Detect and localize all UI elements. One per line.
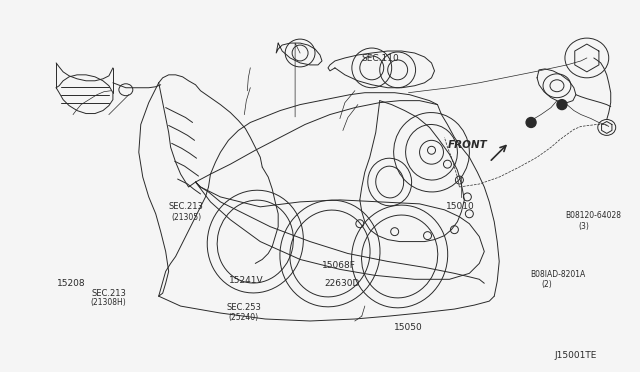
- Text: B08120-64028: B08120-64028: [565, 211, 621, 220]
- Text: 15208: 15208: [57, 279, 86, 288]
- Text: 15241V: 15241V: [229, 276, 264, 285]
- Text: FRONT: FRONT: [447, 140, 487, 150]
- Text: SEC.110: SEC.110: [362, 54, 399, 63]
- Text: (2): (2): [541, 280, 552, 289]
- Text: B08IAD-8201A: B08IAD-8201A: [531, 270, 586, 279]
- Text: 15068F: 15068F: [322, 261, 356, 270]
- Text: SEC.213: SEC.213: [169, 202, 204, 211]
- Text: 15050: 15050: [394, 323, 422, 331]
- Text: J15001TE: J15001TE: [555, 351, 597, 360]
- Text: SEC.213: SEC.213: [91, 289, 126, 298]
- Circle shape: [557, 100, 567, 110]
- Text: (3): (3): [578, 222, 589, 231]
- Text: (25240): (25240): [228, 312, 259, 321]
- Text: (21305): (21305): [171, 213, 201, 222]
- Text: SEC.253: SEC.253: [226, 303, 261, 312]
- Text: (21308H): (21308H): [91, 298, 126, 307]
- Circle shape: [526, 118, 536, 128]
- Text: 15010: 15010: [446, 202, 475, 211]
- Text: 22630D: 22630D: [324, 279, 360, 288]
